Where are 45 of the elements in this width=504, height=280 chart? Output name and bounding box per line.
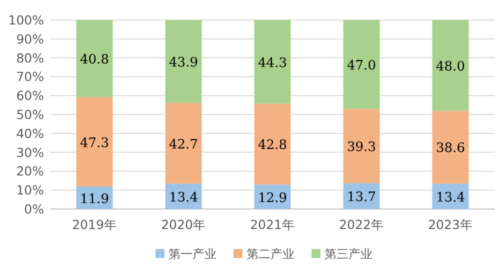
x-tick-label: 2022年 xyxy=(339,217,384,232)
data-label: 13.4 xyxy=(436,190,465,206)
bar xyxy=(343,108,380,184)
bar xyxy=(343,20,380,109)
data-label: 42.8 xyxy=(258,138,287,154)
data-label: 38.6 xyxy=(436,141,465,156)
x-tick-label: 2020年 xyxy=(161,217,206,232)
bar xyxy=(165,102,202,184)
x-tick-label: 2023年 xyxy=(428,217,473,232)
y-tick-label: 10% xyxy=(16,182,44,198)
bar xyxy=(254,20,291,104)
x-tick-label: 2021年 xyxy=(250,217,295,232)
y-tick-label: 0% xyxy=(24,202,44,216)
y-tick-label: 80% xyxy=(16,50,44,66)
bar xyxy=(432,20,469,111)
bar xyxy=(343,183,380,209)
data-label: 48.0 xyxy=(436,59,465,74)
legend-label: 第一产业 xyxy=(168,247,216,261)
y-tick-label: 50% xyxy=(16,107,44,122)
y-tick-label: 100% xyxy=(8,12,44,28)
y-tick-label: 30% xyxy=(16,144,44,160)
y-tick-label: 90% xyxy=(16,31,44,46)
data-label: 47.3 xyxy=(80,136,109,151)
legend-label: 第二产业 xyxy=(246,247,294,261)
bar xyxy=(254,104,291,185)
data-label: 39.3 xyxy=(347,140,376,155)
bar xyxy=(76,97,113,187)
y-tick-label: 70% xyxy=(16,69,44,84)
data-label: 47.0 xyxy=(347,58,376,74)
data-label: 13.4 xyxy=(169,190,198,206)
bar xyxy=(432,110,469,184)
y-tick-label: 40% xyxy=(16,126,44,141)
data-label: 11.9 xyxy=(80,192,109,207)
y-tick-label: 60% xyxy=(16,88,44,104)
data-label: 40.8 xyxy=(80,52,109,68)
y-tick-label: 20% xyxy=(16,164,44,179)
bar xyxy=(165,20,202,103)
x-tick-label: 2019年 xyxy=(72,217,117,232)
legend-label: 第三产业 xyxy=(324,247,372,261)
data-label: 43.9 xyxy=(169,55,198,70)
data-label: 42.7 xyxy=(169,137,198,152)
data-label: 44.3 xyxy=(258,56,287,71)
data-label: 13.7 xyxy=(347,190,376,206)
data-label: 12.9 xyxy=(258,190,287,206)
bar xyxy=(76,20,113,98)
